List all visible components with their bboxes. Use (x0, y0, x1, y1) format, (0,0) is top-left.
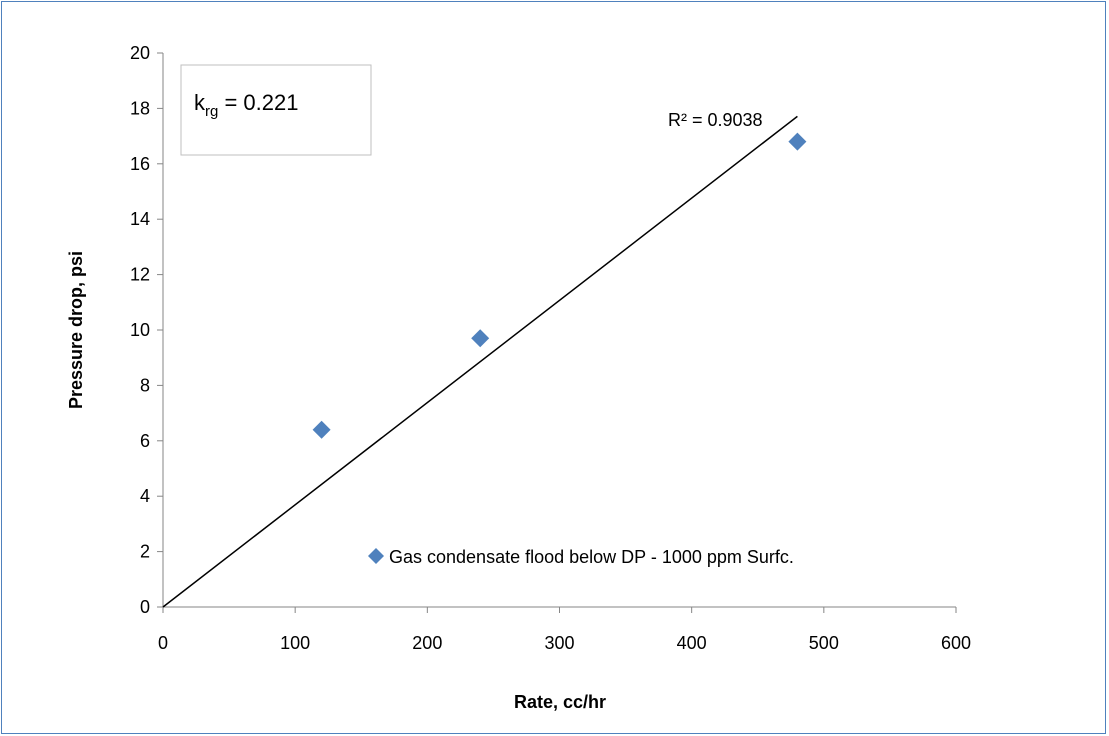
x-tick-label: 400 (677, 633, 707, 653)
trendline-group (162, 115, 798, 608)
krg-value: = 0.221 (218, 90, 298, 115)
y-tick-label: 20 (130, 43, 150, 63)
legend: Gas condensate flood below DP - 1000 ppm… (368, 547, 794, 567)
y-tick-label: 4 (140, 486, 150, 506)
trendline (162, 115, 798, 608)
y-tick-label: 12 (130, 265, 150, 285)
y-tick-labels: 0 2 4 6 8 10 12 14 16 18 20 (130, 43, 150, 617)
krg-label: krg = 0.221 (194, 90, 298, 120)
y-tick-label: 2 (140, 542, 150, 562)
y-axis-title: Pressure drop, psi (66, 251, 86, 409)
x-tick-label: 0 (158, 633, 168, 653)
data-point (312, 420, 331, 439)
y-tick-label: 16 (130, 154, 150, 174)
x-tick-label: 600 (941, 633, 971, 653)
legend-marker-icon (368, 548, 384, 564)
krg-subscript: rg (205, 103, 218, 120)
krg-textbox: krg = 0.221 (180, 64, 372, 156)
axes (157, 52, 957, 613)
x-tick-label: 100 (280, 633, 310, 653)
krg-textbox-border (180, 64, 372, 156)
x-axis-title: Rate, cc/hr (514, 692, 606, 712)
x-tick-labels: 0 100 200 300 400 500 600 (158, 633, 971, 653)
r-squared-label: R² = 0.9038 (668, 110, 763, 130)
y-tick-label: 0 (140, 597, 150, 617)
y-tick-label: 6 (140, 431, 150, 451)
x-tick-label: 300 (544, 633, 574, 653)
legend-label: Gas condensate flood below DP - 1000 ppm… (389, 547, 794, 567)
data-point (788, 132, 807, 151)
y-tick-label: 10 (130, 320, 150, 340)
y-tick-label: 14 (130, 209, 150, 229)
x-tick-label: 200 (412, 633, 442, 653)
y-tick-label: 18 (130, 98, 150, 118)
y-tick-label: 8 (140, 375, 150, 395)
data-point (471, 329, 490, 348)
krg-k: k (194, 90, 206, 115)
x-tick-label: 500 (809, 633, 839, 653)
data-points (312, 132, 807, 439)
